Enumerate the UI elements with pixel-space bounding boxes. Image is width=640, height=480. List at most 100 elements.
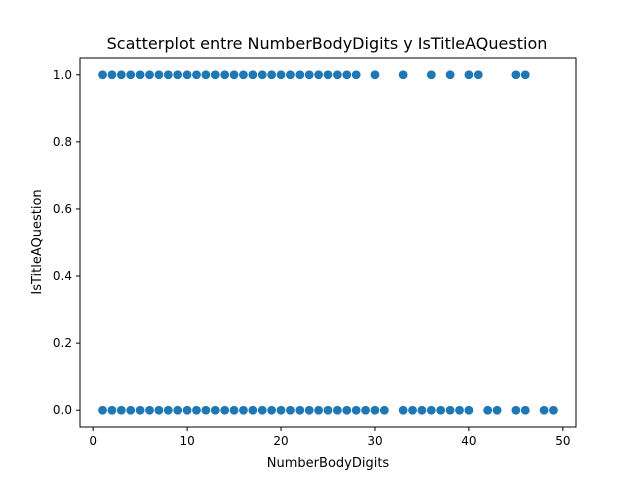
data-point: [520, 70, 530, 80]
data-point: [445, 405, 455, 415]
data-point: [154, 405, 164, 415]
data-point: [201, 405, 211, 415]
data-point: [107, 70, 117, 80]
data-point: [229, 70, 239, 80]
data-point: [257, 70, 267, 80]
data-point: [426, 405, 436, 415]
x-tick-label: 30: [367, 434, 382, 448]
data-point: [408, 405, 417, 415]
data-point: [286, 405, 295, 415]
data-point: [210, 70, 220, 80]
data-point: [154, 70, 164, 80]
data-points: [98, 70, 558, 415]
data-point: [163, 405, 173, 415]
data-point: [417, 405, 427, 415]
data-point: [445, 70, 455, 80]
data-point: [539, 405, 549, 415]
data-point: [248, 70, 258, 80]
data-point: [201, 70, 211, 80]
y-axis-label: IsTitleAQuestion: [30, 189, 45, 294]
data-point: [248, 405, 258, 415]
data-point: [295, 70, 305, 80]
y-tick-label: 1.0: [53, 68, 72, 82]
data-point: [126, 70, 136, 80]
data-point: [332, 70, 342, 80]
data-point: [239, 405, 248, 415]
plot-frame: [79, 57, 577, 428]
data-point: [145, 70, 154, 80]
data-point: [323, 405, 333, 415]
data-point: [98, 70, 107, 80]
data-point: [135, 405, 145, 415]
data-point: [464, 70, 474, 80]
data-point: [342, 405, 352, 415]
data-point: [398, 70, 408, 80]
data-point: [520, 405, 530, 415]
data-point: [182, 405, 192, 415]
chart-title: Scatterplot entre NumberBodyDigits y IsT…: [107, 34, 548, 53]
data-point: [126, 405, 136, 415]
data-point: [239, 70, 248, 80]
y-tick-label: 0.0: [53, 403, 72, 417]
data-point: [220, 405, 230, 415]
x-tick-label: 20: [273, 434, 288, 448]
data-point: [455, 405, 464, 415]
data-point: [511, 405, 521, 415]
data-point: [370, 405, 380, 415]
data-point: [361, 405, 370, 415]
y-tick-label: 0.2: [53, 336, 72, 350]
data-point: [267, 405, 277, 415]
data-point: [107, 405, 117, 415]
data-point: [332, 405, 342, 415]
x-tick-label: 10: [179, 434, 194, 448]
data-point: [351, 70, 361, 80]
data-point: [145, 405, 154, 415]
data-point: [473, 70, 483, 80]
x-tick-label: 0: [89, 434, 97, 448]
x-tick-label: 50: [555, 434, 570, 448]
data-point: [229, 405, 239, 415]
data-point: [173, 405, 183, 415]
data-point: [210, 405, 220, 415]
data-point: [398, 405, 408, 415]
data-point: [426, 70, 436, 80]
data-point: [483, 405, 493, 415]
data-point: [342, 70, 352, 80]
data-point: [304, 70, 314, 80]
y-axis-ticks: 0.0 0.2 0.4 0.6 0.8 1.0: [53, 68, 80, 417]
data-point: [314, 405, 324, 415]
data-point: [276, 70, 286, 80]
data-point: [192, 405, 201, 415]
data-point: [492, 405, 502, 415]
y-tick-label: 0.4: [53, 269, 72, 283]
data-point: [192, 70, 201, 80]
data-point: [464, 405, 474, 415]
data-point: [257, 405, 267, 415]
data-point: [304, 405, 314, 415]
data-point: [295, 405, 305, 415]
y-tick-label: 0.8: [53, 135, 72, 149]
data-point: [549, 405, 558, 415]
data-point: [276, 405, 286, 415]
data-point: [436, 405, 446, 415]
data-point: [267, 70, 277, 80]
data-point: [173, 70, 183, 80]
data-point: [511, 70, 521, 80]
data-point: [135, 70, 145, 80]
x-axis-label: NumberBodyDigits: [267, 456, 390, 471]
data-point: [98, 405, 107, 415]
data-point: [116, 70, 126, 80]
data-point: [182, 70, 192, 80]
data-point: [286, 70, 295, 80]
data-point: [379, 405, 389, 415]
data-point: [163, 70, 173, 80]
x-axis-ticks: 0 10 20 30 40 50: [89, 427, 570, 448]
data-point: [314, 70, 324, 80]
data-point: [220, 70, 230, 80]
data-point: [116, 405, 126, 415]
data-point: [323, 70, 333, 80]
x-tick-label: 40: [461, 434, 476, 448]
data-point: [370, 70, 380, 80]
